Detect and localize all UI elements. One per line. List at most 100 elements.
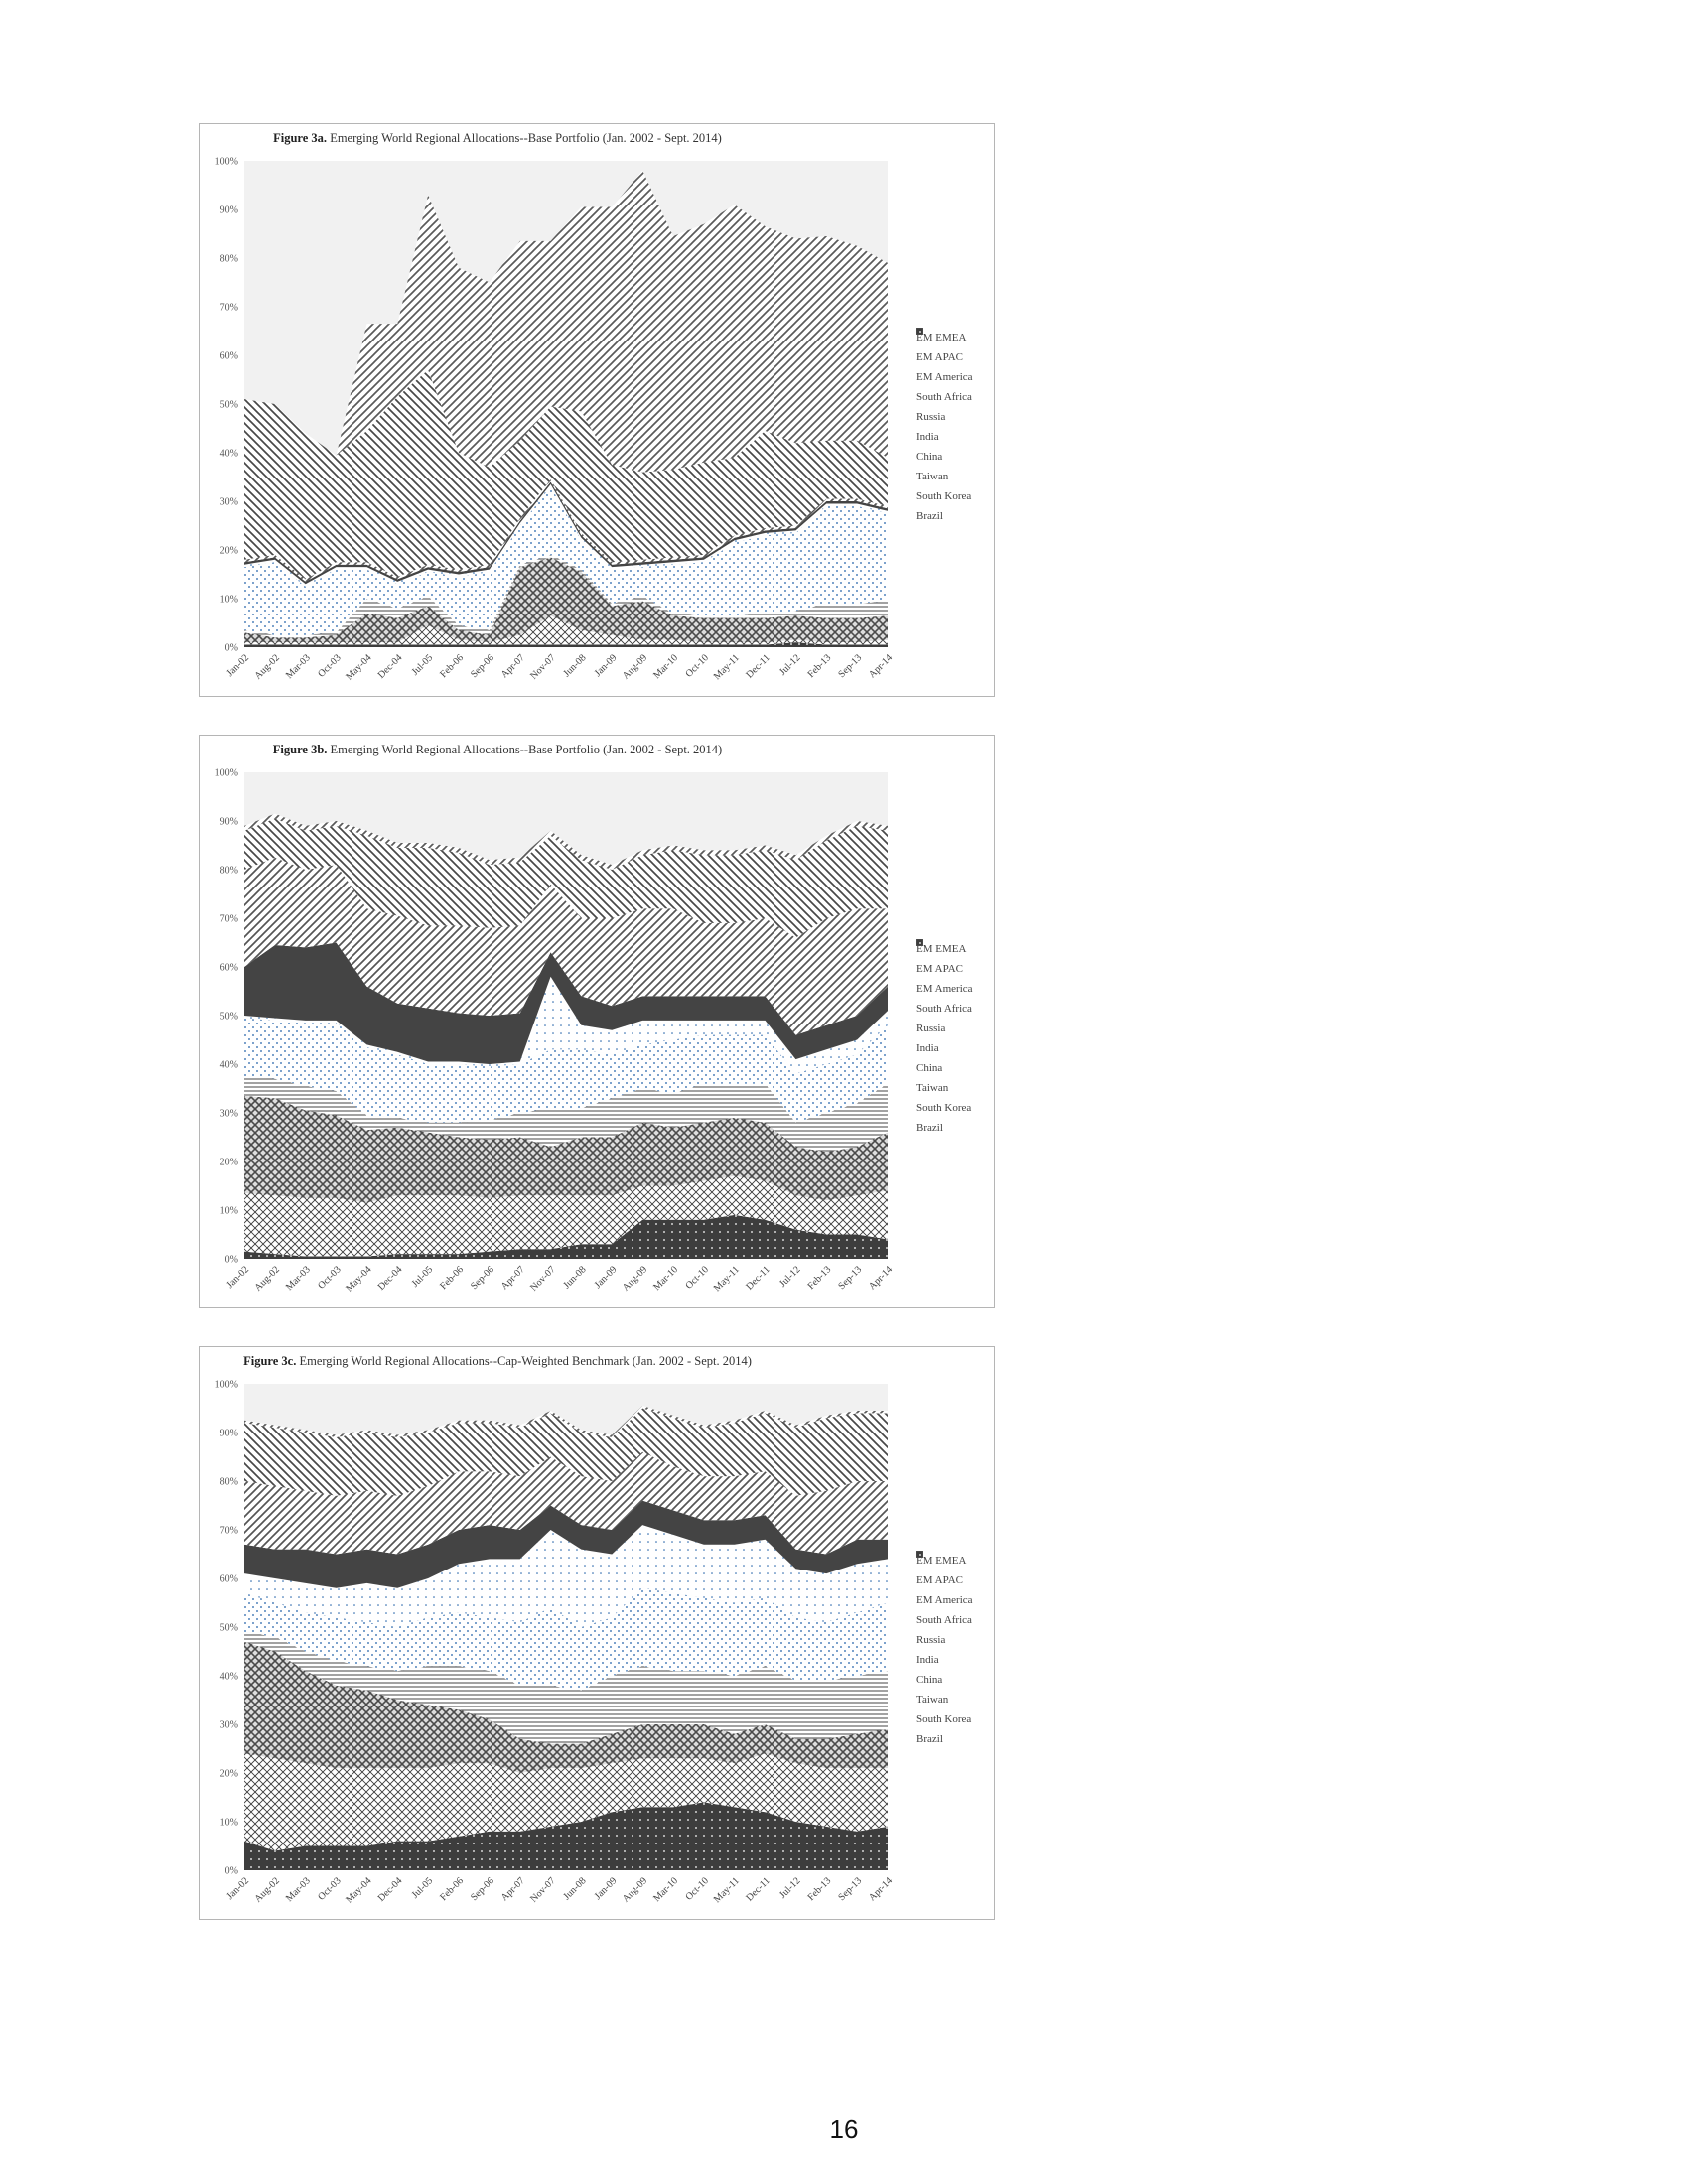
x-tick-label: Dec-11 — [744, 652, 772, 680]
x-tick-label: Sep-06 — [469, 1264, 496, 1292]
legend-item-brazil: Brazil — [916, 328, 973, 526]
area-em-apac — [244, 1408, 888, 1496]
x-tick-label: Jan-02 — [224, 1264, 251, 1291]
legend-item-india: India — [916, 1551, 973, 1670]
area-south-korea — [244, 1175, 888, 1257]
legend-item-south-korea: South Korea — [916, 328, 973, 506]
legend-label: EM America — [916, 1594, 973, 1606]
x-tick-label: Dec-11 — [744, 1875, 772, 1903]
x-tick-label: Apr-14 — [867, 652, 895, 680]
area-china — [244, 554, 888, 638]
y-tick-label: 20% — [220, 1769, 238, 1780]
legend-item-em-america: EM America — [916, 328, 973, 387]
legend-swatch — [916, 939, 923, 946]
x-tick-label: Mar-10 — [651, 1264, 680, 1293]
x-tick-label: Apr-07 — [499, 1875, 527, 1903]
x-tick-label: Dec-04 — [376, 652, 405, 681]
area-india — [244, 1018, 888, 1123]
legend-swatch — [916, 328, 923, 335]
x-tick-label: Jan-02 — [224, 1875, 251, 1902]
chart-legend: EM EMEA EM APAC EM America South Africa Russ… — [916, 328, 973, 526]
area-south-korea — [244, 615, 888, 645]
y-tick-label: 30% — [220, 1109, 238, 1120]
area-india — [244, 486, 888, 635]
y-tick-label: 70% — [220, 303, 238, 314]
x-tick-label: Aug-02 — [253, 652, 282, 681]
legend-label: South Korea — [916, 490, 972, 502]
y-tick-label: 80% — [220, 254, 238, 265]
area-chart-3c: 0%10%20%30%40%50%60%70%80%90%100%Jan-02 A… — [215, 1380, 895, 1906]
x-tick-label: Apr-07 — [499, 1264, 527, 1292]
y-tick-label: 10% — [220, 1818, 238, 1829]
y-tick-label: 20% — [220, 546, 238, 557]
y-tick-label: 90% — [220, 205, 238, 216]
legend-item-em-america: EM America — [916, 939, 973, 999]
y-tick-label: 100% — [215, 768, 238, 779]
x-tick-label: Jun-08 — [561, 1875, 588, 1902]
chart-title-text: Emerging World Regional Allocations--Bas… — [330, 131, 722, 145]
legend-item-india: India — [916, 328, 973, 447]
x-tick-label: Jan-09 — [593, 1264, 620, 1291]
legend-label: India — [916, 1042, 939, 1054]
x-tick-label: Jul-05 — [410, 1264, 435, 1289]
legend-item-em-america: EM America — [916, 1551, 973, 1610]
x-tick-label: Sep-13 — [836, 1264, 864, 1292]
x-tick-label: Mar-03 — [284, 652, 313, 681]
x-tick-label: Nov-07 — [528, 1264, 557, 1293]
legend-label: EM America — [916, 983, 973, 995]
legend-label: EM APAC — [916, 1574, 963, 1586]
area-em-emea — [244, 170, 888, 473]
legend-item-taiwan: Taiwan — [916, 939, 973, 1098]
x-tick-label: Dec-04 — [376, 1875, 405, 1904]
x-tick-label: Jun-08 — [561, 1264, 588, 1291]
y-tick-label: 80% — [220, 1477, 238, 1488]
x-tick-label: Jan-02 — [224, 652, 251, 679]
y-tick-label: 10% — [220, 1206, 238, 1217]
y-tick-label: 60% — [220, 1574, 238, 1585]
legend-label: South Korea — [916, 1713, 972, 1725]
area-taiwan — [244, 1095, 888, 1203]
legend-item-china: China — [916, 1551, 973, 1690]
x-tick-label: Aug-02 — [253, 1875, 282, 1904]
x-tick-label: Sep-06 — [469, 652, 496, 680]
y-tick-label: 50% — [220, 1623, 238, 1634]
x-tick-label: Aug-09 — [621, 1875, 649, 1904]
area-em-america — [244, 857, 888, 1035]
x-tick-label: Feb-13 — [806, 652, 834, 680]
legend-item-russia: Russia — [916, 328, 973, 427]
legend-label: India — [916, 431, 939, 443]
x-tick-label: Oct-10 — [684, 652, 711, 679]
chart-title-text: Emerging World Regional Allocations--Cap… — [299, 1354, 752, 1368]
x-tick-label: Sep-06 — [469, 1875, 496, 1903]
area-india — [244, 1587, 888, 1691]
chart-legend: EM EMEA EM APAC EM America South Africa Russ… — [916, 939, 973, 1138]
legend-label: South Korea — [916, 1102, 972, 1114]
y-tick-label: 50% — [220, 1012, 238, 1023]
legend-label: Brazil — [916, 1122, 943, 1134]
x-tick-label: Jun-08 — [561, 652, 588, 679]
x-tick-label: May-04 — [344, 652, 373, 682]
y-tick-label: 60% — [220, 963, 238, 974]
legend-item-south-africa: South Africa — [916, 328, 973, 407]
x-tick-label: Aug-09 — [621, 1264, 649, 1293]
y-tick-label: 60% — [220, 351, 238, 362]
x-tick-label: Jul-12 — [777, 1264, 802, 1289]
legend-item-china: China — [916, 328, 973, 467]
y-tick-label: 100% — [215, 1380, 238, 1391]
legend-label: EM APAC — [916, 351, 963, 363]
y-tick-label: 50% — [220, 400, 238, 411]
legend-item-india: India — [916, 939, 973, 1058]
x-tick-label: Jan-09 — [593, 652, 620, 679]
legend-item-south-korea: South Korea — [916, 939, 973, 1118]
x-tick-label: Oct-03 — [316, 652, 343, 679]
legend-label: EM EMEA — [916, 1555, 967, 1567]
area-south-africa — [244, 1500, 888, 1588]
y-tick-label: 0% — [225, 1255, 238, 1266]
legend-item-china: China — [916, 939, 973, 1078]
area-taiwan — [244, 1641, 888, 1773]
area-russia — [244, 483, 888, 587]
figure-3a-panel: 0% 10% 20% 30% 40% 50% 60% 70% 80% 90% 100% Jan-02 A… — [199, 123, 995, 697]
legend-label: China — [916, 451, 943, 463]
x-tick-label: Feb-13 — [806, 1875, 834, 1903]
x-tick-label: Oct-03 — [316, 1875, 343, 1902]
